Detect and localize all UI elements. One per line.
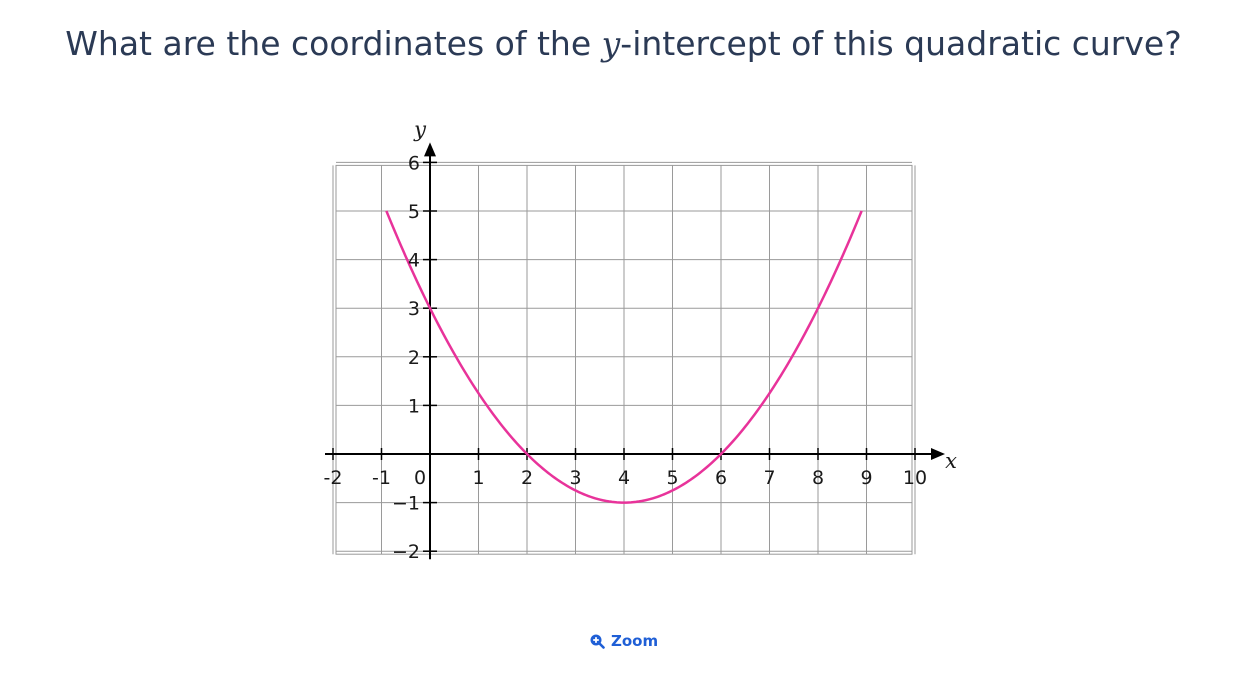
grid-border (335, 164, 913, 555)
x-axis-title: x (945, 449, 957, 473)
x-tick-label-4: 4 (618, 467, 630, 489)
y-tick-label-6: 6 (408, 152, 420, 174)
question-suffix: -intercept of this quadratic curve? (620, 24, 1182, 63)
y-tick-label--1: −1 (392, 493, 420, 515)
quadratic-chart: -2 -1 0 1 2 3 4 5 6 7 8 9 10 −2 −1 1 2 3 4 5 6 x y (324, 117, 958, 563)
zoom-label: Zoom (611, 632, 659, 650)
x-tick-label-0: 0 (414, 467, 426, 489)
tick-labels: -2 -1 0 1 2 3 4 5 6 7 8 9 10 −2 −1 1 2 3 4 5 6 x y (324, 117, 958, 563)
zoom-in-icon (589, 633, 605, 649)
y-tick-label-4: 4 (408, 250, 420, 272)
y-axis-title: y (413, 117, 427, 141)
grid (332, 161, 916, 555)
x-tick-label--2: -2 (324, 467, 343, 489)
y-tick-label-5: 5 (408, 201, 420, 223)
x-tick-label-5: 5 (666, 467, 678, 489)
x-tick-label-1: 1 (472, 467, 484, 489)
x-tick-label-2: 2 (521, 467, 533, 489)
curve-layer (385, 210, 863, 504)
zoom-button[interactable]: Zoom (589, 632, 658, 650)
x-tick-label--1: -1 (372, 467, 391, 489)
x-tick-label-9: 9 (860, 467, 872, 489)
question-text: What are the coordinates of the y-interc… (0, 20, 1247, 68)
axes (325, 142, 945, 560)
question-prefix: What are the coordinates of the (65, 24, 602, 63)
y-tick-label-2: 2 (408, 347, 420, 369)
x-tick-label-3: 3 (569, 467, 581, 489)
y-tick-label--2: −2 (392, 541, 420, 563)
question-variable: y (601, 24, 621, 63)
x-tick-label-7: 7 (763, 467, 775, 489)
x-tick-label-10: 10 (903, 467, 927, 489)
x-axis-arrow (931, 448, 945, 460)
y-tick-label-3: 3 (408, 298, 420, 320)
y-tick-label-1: 1 (408, 395, 420, 417)
series-line-0 (385, 210, 863, 504)
x-tick-label-8: 8 (812, 467, 824, 489)
y-axis-arrow (424, 142, 436, 157)
x-tick-label-6: 6 (715, 467, 727, 489)
